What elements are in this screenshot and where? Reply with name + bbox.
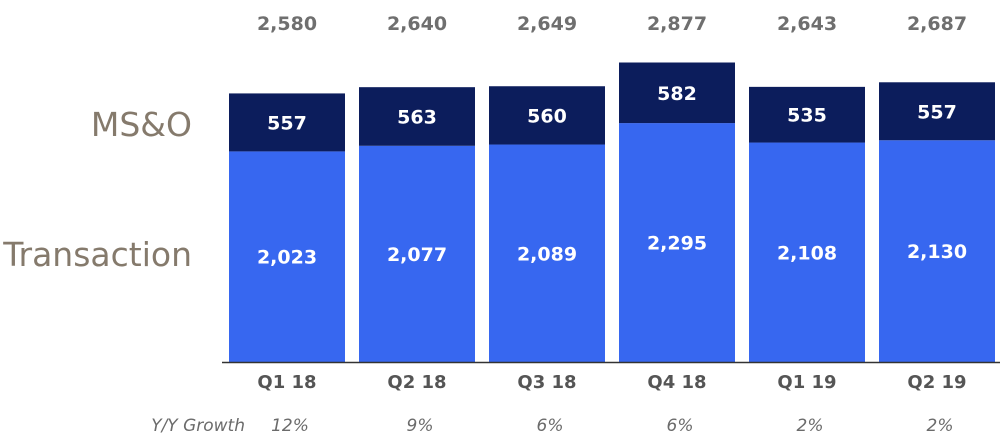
x-tick-q1-18: Q1 18 bbox=[257, 372, 316, 393]
bar-transaction-q2-19 bbox=[879, 140, 995, 362]
bar-mso-q3-18 bbox=[489, 86, 605, 145]
growth-value-q2-19: 2% bbox=[927, 416, 954, 436]
legend-label-transaction: Transaction bbox=[2, 235, 192, 274]
growth-value-q4-18: 6% bbox=[667, 416, 694, 436]
data-label-mso-q1-18: 557 bbox=[267, 112, 307, 134]
total-label-q4-18: 2,877 bbox=[647, 13, 707, 35]
bar-transaction-q1-18 bbox=[229, 151, 345, 362]
total-label-q2-18: 2,640 bbox=[387, 13, 447, 35]
x-tick-q4-18: Q4 18 bbox=[647, 372, 706, 393]
bar-mso-q2-18 bbox=[359, 87, 475, 146]
data-label-mso-q2-19: 557 bbox=[917, 101, 957, 123]
data-label-mso-q3-18: 560 bbox=[527, 105, 567, 127]
bar-mso-q4-18 bbox=[619, 62, 735, 124]
x-tick-q2-19: Q2 19 bbox=[907, 372, 966, 393]
bar-mso-q2-19 bbox=[879, 82, 995, 141]
x-ticks-group: Q1 18 Q2 18 Q3 18 Q4 18 Q1 19 Q2 19 bbox=[257, 372, 966, 393]
data-label-transaction-q2-19: 2,130 bbox=[907, 241, 967, 263]
data-label-transaction-q1-19: 2,108 bbox=[777, 242, 837, 264]
bar-transaction-q3-18 bbox=[489, 144, 605, 362]
growth-values-group: 12% 9% 6% 6% 2% 2% bbox=[271, 416, 953, 436]
data-label-transaction-q2-18: 2,077 bbox=[387, 244, 447, 266]
data-label-transaction-q1-18: 2,023 bbox=[257, 247, 317, 269]
total-label-q1-18: 2,580 bbox=[257, 13, 317, 35]
total-label-q1-19: 2,643 bbox=[777, 13, 837, 35]
total-label-q3-18: 2,649 bbox=[517, 13, 577, 35]
data-label-mso-q4-18: 582 bbox=[657, 83, 697, 105]
data-label-transaction-q3-18: 2,089 bbox=[517, 243, 577, 265]
x-tick-q1-19: Q1 19 bbox=[777, 372, 836, 393]
growth-value-q1-19: 2% bbox=[797, 416, 824, 436]
growth-value-q2-18: 9% bbox=[407, 416, 434, 436]
bar-transaction-q2-18 bbox=[359, 145, 475, 362]
bar-mso-q1-18 bbox=[229, 93, 345, 152]
bar-mso-q1-19 bbox=[749, 86, 865, 143]
labels-group: 2,023 557 2,580 2,077 563 2,640 2,089 560 2,649 2… bbox=[257, 13, 967, 269]
growth-row-label: Y/Y Growth bbox=[151, 416, 245, 436]
bar-transaction-q4-18 bbox=[619, 123, 735, 362]
growth-value-q1-18: 12% bbox=[271, 416, 309, 436]
total-label-q2-19: 2,687 bbox=[907, 13, 967, 35]
bar-transaction-q1-19 bbox=[749, 142, 865, 362]
x-tick-q2-18: Q2 18 bbox=[387, 372, 446, 393]
legend-label-mso: MS&O bbox=[91, 105, 192, 144]
data-label-mso-q2-18: 563 bbox=[397, 106, 437, 128]
data-label-mso-q1-19: 535 bbox=[787, 105, 827, 127]
data-label-transaction-q4-18: 2,295 bbox=[647, 233, 707, 255]
bars-group bbox=[229, 62, 995, 362]
x-tick-q3-18: Q3 18 bbox=[517, 372, 576, 393]
growth-value-q3-18: 6% bbox=[537, 416, 564, 436]
